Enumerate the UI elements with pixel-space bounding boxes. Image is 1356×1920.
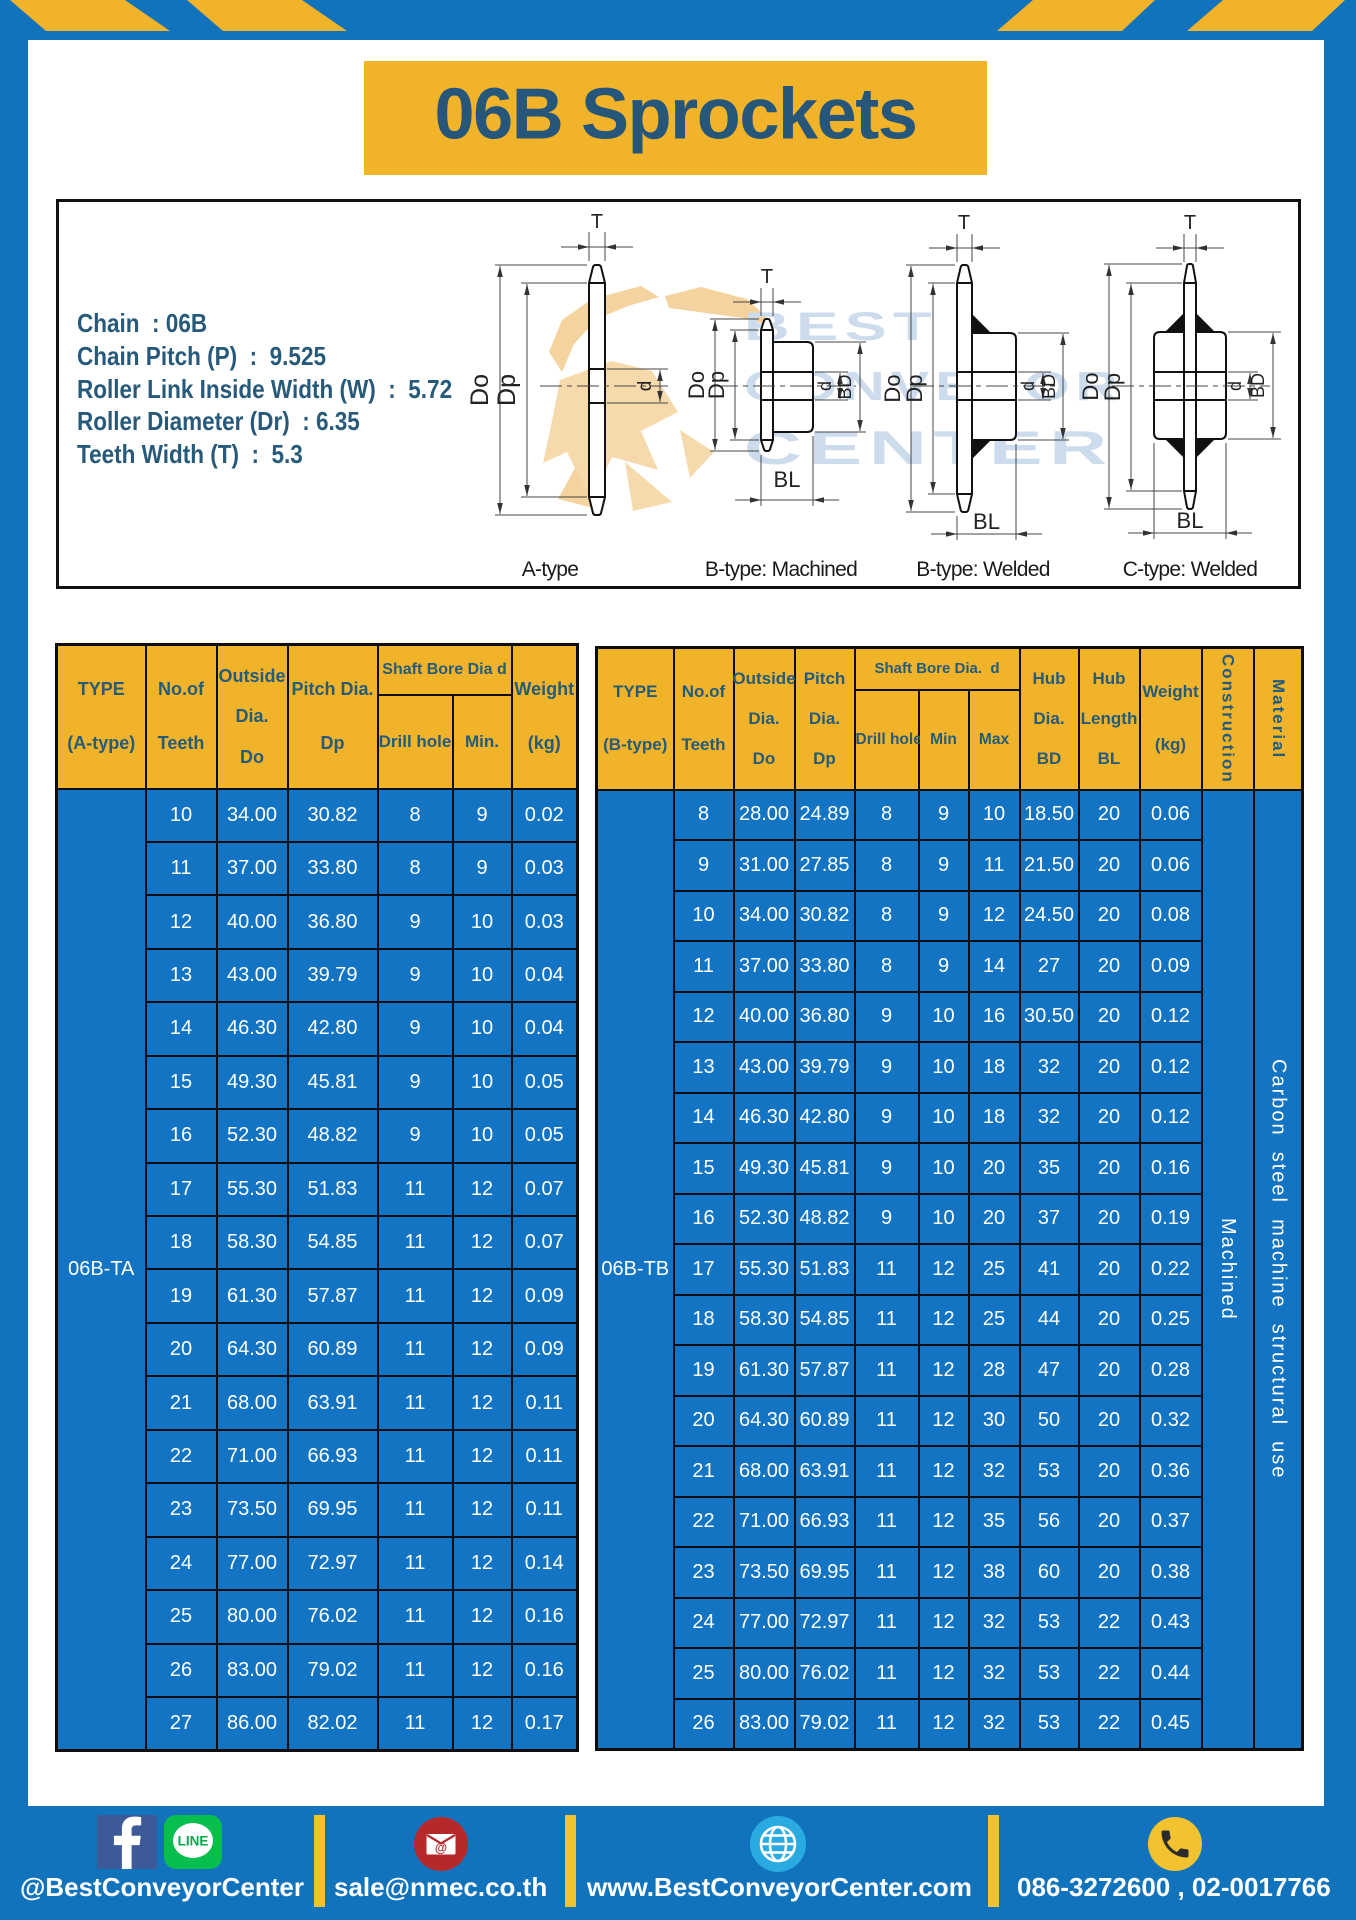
svg-text:d: d (635, 381, 656, 392)
svg-text:T: T (591, 211, 603, 233)
svg-text:Dp: Dp (902, 374, 927, 402)
svg-text:Do: Do (684, 371, 709, 399)
svg-text:BD: BD (1248, 373, 1268, 398)
svg-text:Dp: Dp (493, 374, 521, 406)
svg-text:d: d (815, 381, 835, 391)
svg-text:d: d (1018, 381, 1038, 391)
svg-text:Do: Do (880, 374, 905, 402)
svg-text:LINE: LINE (178, 1834, 209, 1849)
svg-text:B-type: Machined: B-type: Machined (705, 558, 857, 581)
svg-text:Dp: Dp (704, 371, 729, 399)
svg-text:@: @ (435, 1841, 447, 1855)
svg-text:BD: BD (1039, 374, 1059, 399)
svg-text:BL: BL (774, 467, 801, 492)
svg-text:T: T (958, 212, 970, 234)
svg-text:d: d (1225, 381, 1245, 391)
svg-text:BL: BL (1177, 508, 1204, 533)
svg-text:A-type: A-type (522, 558, 579, 581)
svg-text:Do: Do (1078, 372, 1103, 400)
svg-text:Dp: Dp (1100, 373, 1125, 401)
svg-text:C-type: Welded: C-type: Welded (1123, 558, 1258, 581)
svg-text:BL: BL (973, 509, 1000, 534)
svg-text:T: T (761, 266, 773, 288)
svg-text:Do: Do (466, 374, 494, 406)
svg-text:B-type: Welded: B-type: Welded (916, 558, 1049, 581)
svg-text:T: T (1184, 212, 1196, 234)
svg-text:BD: BD (835, 374, 855, 399)
